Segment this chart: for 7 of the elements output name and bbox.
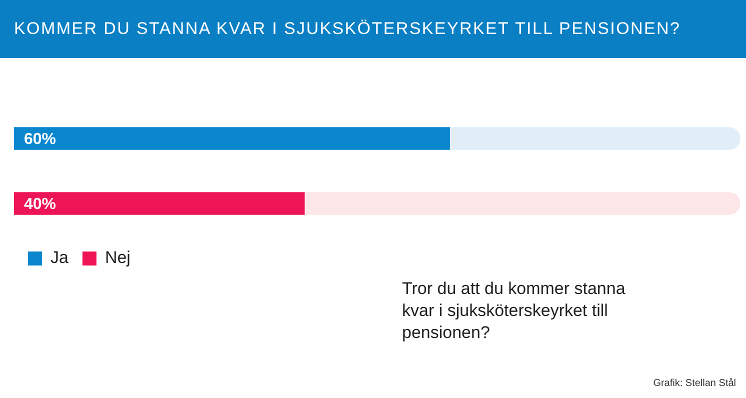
data-label: 40% [24,196,56,213]
data-label: 60% [24,130,56,148]
chart-title: KOMMER DU STANNA KVAR I SJUKSKÖTERSKEYRKET TILL PENSIONEN? [0,0,746,58]
legend-label: Ja [50,248,69,268]
text: Tror du att du kommer stanna kvar i sjuksköterskeyrket till pensionen? [402,278,626,344]
text: Grafik: Stellan Stål [653,378,736,389]
legend-label: Nej [104,248,130,268]
